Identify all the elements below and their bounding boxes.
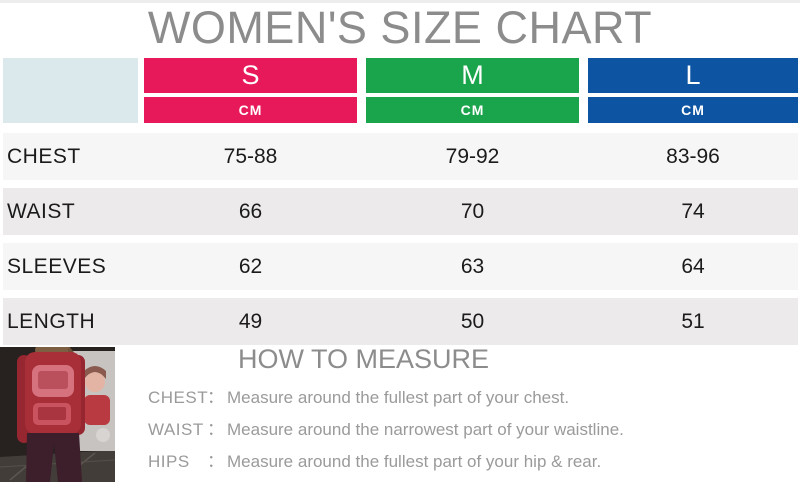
row-label-length: LENGTH	[7, 309, 96, 333]
cell-sleeves-l: 64	[681, 254, 705, 278]
measure-line-hips: HIPS ： Measure around the fullest part o…	[148, 447, 601, 472]
measure-line-waist: WAIST ： Measure around the narrowest par…	[148, 415, 624, 440]
measure-text-waist: Measure around the narrowest part of you…	[227, 420, 624, 439]
cell-length-s: 49	[238, 309, 263, 333]
cell-waist-l: 74	[681, 199, 705, 223]
unit-header-m: CM	[366, 97, 579, 123]
table-row-waist: WAIST 66 70 74	[3, 188, 798, 235]
table-row-chest: CHEST 75-88 79-92 83-96	[3, 133, 798, 180]
model-photo	[0, 347, 115, 482]
measure-text-hips: Measure around the fullest part of your …	[227, 452, 602, 471]
size-header-s: S	[144, 58, 357, 93]
cell-chest-s: 75-88	[223, 144, 278, 168]
cell-waist-m: 70	[460, 199, 485, 223]
cell-chest-l: 83-96	[666, 144, 720, 168]
table-row-length: LENGTH 49 50 51	[3, 298, 798, 345]
measure-colon: ：	[207, 452, 224, 471]
how-to-measure-heading: HOW TO MEASURE	[237, 344, 490, 374]
cell-length-l: 51	[681, 309, 705, 333]
row-label-sleeves: SLEEVES	[7, 254, 107, 278]
unit-header-l: CM	[588, 97, 798, 123]
measure-colon: ：	[207, 420, 224, 439]
measure-label-chest: CHEST	[148, 388, 209, 407]
measure-label-waist: WAIST	[148, 420, 204, 439]
cell-chest-m: 79-92	[445, 144, 500, 168]
measure-label-hips: HIPS	[148, 452, 190, 471]
size-header-m: M	[366, 58, 579, 93]
table-row-sleeves: SLEEVES 62 63 64	[3, 243, 798, 290]
measure-text-chest: Measure around the fullest part of your …	[227, 388, 570, 407]
size-header-l: L	[588, 58, 798, 93]
cell-length-m: 50	[460, 309, 485, 333]
row-label-chest: CHEST	[7, 144, 81, 168]
cell-sleeves-s: 62	[238, 254, 263, 278]
top-divider	[0, 0, 800, 3]
cell-waist-s: 66	[238, 199, 263, 223]
unit-header-s: CM	[144, 97, 357, 123]
row-label-waist: WAIST	[7, 199, 76, 223]
cell-sleeves-m: 63	[460, 254, 485, 278]
measure-line-chest: CHEST ： Measure around the fullest part …	[148, 383, 569, 408]
table-corner-cell	[3, 58, 138, 123]
page-title: WOMEN'S SIZE CHART	[147, 2, 653, 53]
measure-colon: ：	[207, 388, 224, 407]
